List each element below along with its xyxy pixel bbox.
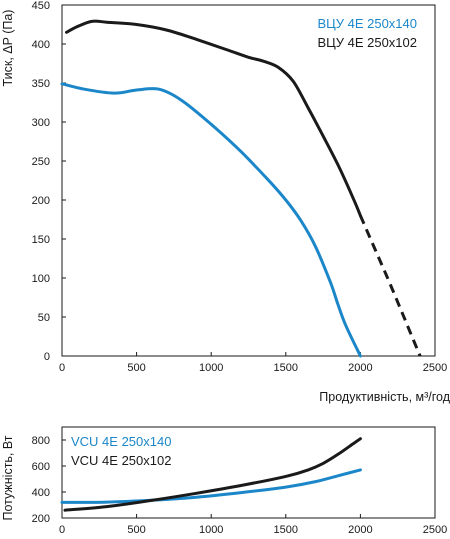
pressure-x-axis-label: Продуктивність, м³/год xyxy=(319,390,450,404)
pressure-y-tick-label: 50 xyxy=(38,312,50,324)
pressure-y-tick-label: 450 xyxy=(32,0,50,12)
power-x-tick-label: 2000 xyxy=(348,524,372,536)
power-x-ticks: 0 500 1000 1500 2000 2500 xyxy=(59,514,447,536)
pressure-y-tick-label: 250 xyxy=(32,156,50,168)
pressure-y-tick-label: 350 xyxy=(32,78,50,90)
pressure-x-tick-label: 0 xyxy=(59,362,65,374)
pressure-y-tick-label: 100 xyxy=(32,273,50,285)
power-y-tick-label: 200 xyxy=(32,513,50,525)
pressure-y-tick-label: 150 xyxy=(32,234,50,246)
pressure-x-ticks: 0 500 1000 1500 2000 2500 xyxy=(59,352,447,374)
pressure-plot-frame xyxy=(61,4,436,357)
power-series xyxy=(60,437,362,512)
power-y-tick-label: 600 xyxy=(32,461,50,473)
power-chart: 0 500 1000 1500 2000 2500 200 400 600 800 Потужн… xyxy=(1,426,447,536)
pressure-y-ticks: 0 50 100 150 200 250 300 350 400 450 xyxy=(32,0,66,363)
power-x-tick-label: 1000 xyxy=(199,524,223,536)
power-y-ticks: 200 400 600 800 xyxy=(32,435,66,525)
pressure-legend-entry-1: ВЦУ 4Е 250х140 xyxy=(317,16,417,31)
pressure-y-tick-label: 0 xyxy=(44,351,50,363)
pressure-x-tick-label: 1500 xyxy=(274,362,298,374)
pressure-y-axis-label: Тиск, ΔP (Па) xyxy=(1,10,15,87)
pressure-y-tick-label: 400 xyxy=(32,39,50,51)
pressure-legend-entry-2: ВЦУ 4Е 250х102 xyxy=(317,35,417,50)
power-legend-entry-2: VCU 4E 250x102 xyxy=(71,453,171,468)
power-series-line-1 xyxy=(60,468,362,504)
power-y-tick-label: 400 xyxy=(32,487,50,499)
power-x-tick-label: 1500 xyxy=(274,524,298,536)
pressure-series-line-1 xyxy=(60,82,362,358)
pressure-series-line-3 xyxy=(359,214,422,357)
power-plot-frame xyxy=(61,426,436,519)
power-series-line-2 xyxy=(63,437,362,512)
pressure-series-line-2 xyxy=(65,19,362,218)
pressure-y-tick-label: 200 xyxy=(32,195,50,207)
power-y-axis-label: Потужність, Вт xyxy=(1,435,15,520)
pressure-chart: 0 500 1000 1500 2000 2500 0 50 100 150 200 250 300 3… xyxy=(1,0,450,404)
power-x-tick-label: 500 xyxy=(127,524,145,536)
pressure-series xyxy=(60,19,422,358)
power-x-tick-label: 0 xyxy=(59,524,65,536)
power-legend-entry-1: VCU 4E 250x140 xyxy=(71,434,171,449)
power-y-tick-label: 800 xyxy=(32,435,50,447)
pressure-y-tick-label: 300 xyxy=(32,117,50,129)
power-x-tick-label: 2500 xyxy=(423,524,447,536)
pressure-x-tick-label: 2000 xyxy=(348,362,372,374)
pressure-x-tick-label: 2500 xyxy=(423,362,447,374)
pressure-x-tick-label: 1000 xyxy=(199,362,223,374)
pressure-x-tick-label: 500 xyxy=(127,362,145,374)
